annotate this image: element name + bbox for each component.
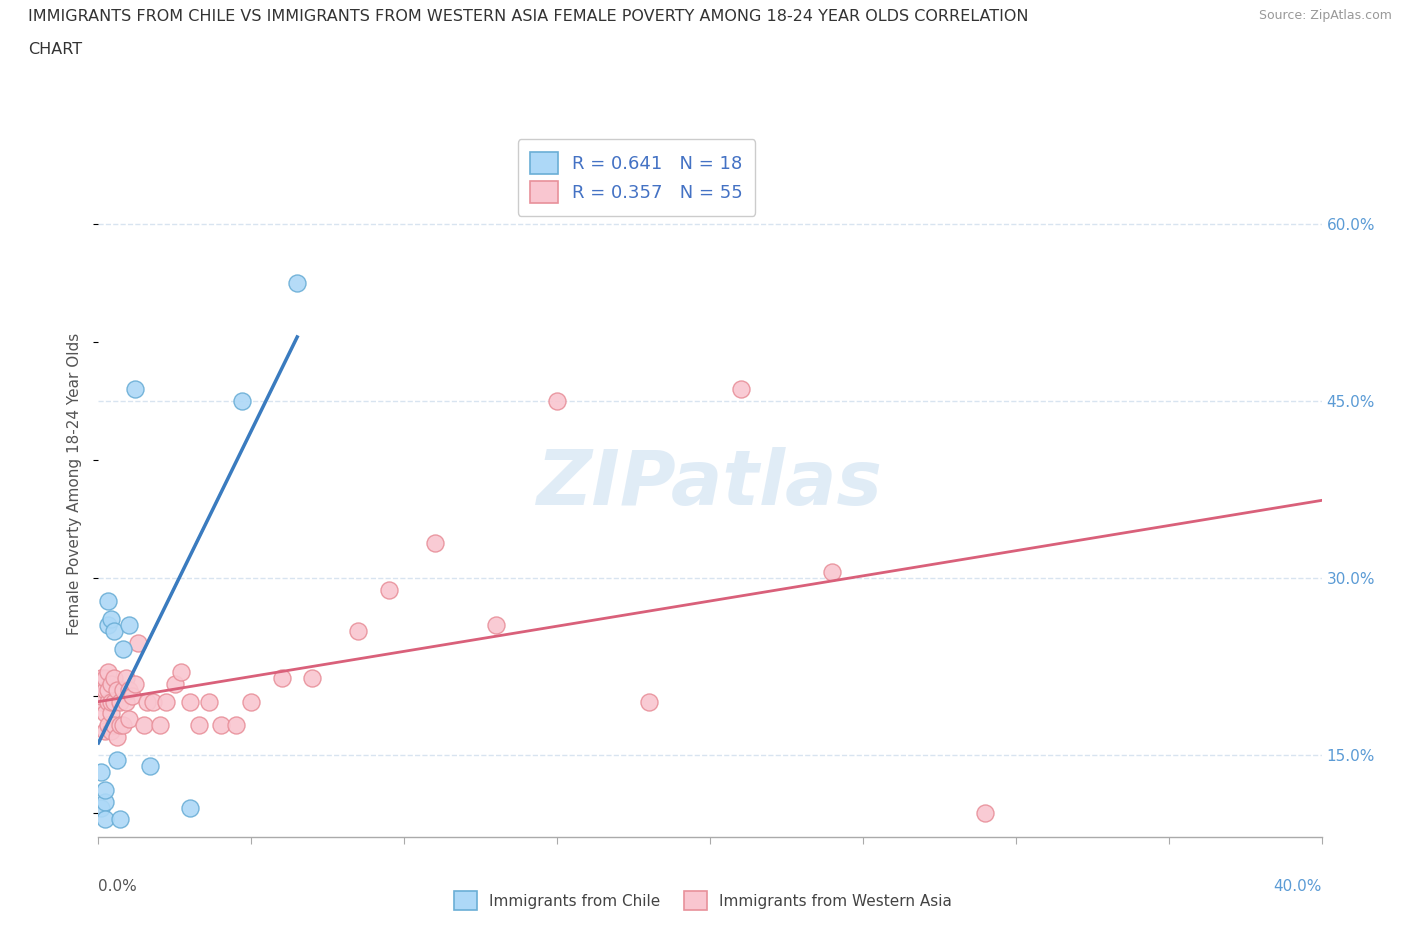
Point xyxy=(142,694,165,709)
Point xyxy=(103,623,125,638)
Point xyxy=(97,718,120,733)
Point xyxy=(378,582,401,597)
Text: 40.0%: 40.0% xyxy=(1274,879,1322,894)
Point xyxy=(188,718,211,733)
Text: Source: ZipAtlas.com: Source: ZipAtlas.com xyxy=(1258,9,1392,22)
Point xyxy=(270,671,292,685)
Text: ZIPatlas: ZIPatlas xyxy=(537,446,883,521)
Point xyxy=(100,724,122,738)
Point xyxy=(134,718,156,733)
Point xyxy=(118,683,141,698)
Point xyxy=(105,729,128,744)
Point xyxy=(179,800,201,815)
Legend: R = 0.641   N = 18, R = 0.357   N = 55: R = 0.641 N = 18, R = 0.357 N = 55 xyxy=(517,140,755,216)
Point xyxy=(103,694,125,709)
Point xyxy=(301,671,323,685)
Point xyxy=(163,676,186,691)
Point xyxy=(118,711,141,726)
Point xyxy=(97,618,120,632)
Point xyxy=(105,753,128,768)
Point xyxy=(90,688,112,703)
Point xyxy=(149,718,172,733)
Point xyxy=(100,706,122,721)
Point xyxy=(105,683,128,698)
Point xyxy=(115,671,138,685)
Point xyxy=(93,812,115,827)
Point xyxy=(90,694,112,709)
Point xyxy=(546,393,568,408)
Point xyxy=(97,694,120,709)
Point xyxy=(90,800,112,815)
Point xyxy=(225,718,247,733)
Point xyxy=(93,671,115,685)
Point xyxy=(111,683,134,698)
Point xyxy=(821,565,844,579)
Point xyxy=(115,694,138,709)
Point xyxy=(103,718,125,733)
Point xyxy=(111,641,134,656)
Point xyxy=(100,676,122,691)
Point xyxy=(730,382,752,397)
Point xyxy=(179,694,201,709)
Point xyxy=(240,694,263,709)
Point xyxy=(93,794,115,809)
Point xyxy=(111,718,134,733)
Point xyxy=(974,806,997,821)
Point xyxy=(347,623,370,638)
Point xyxy=(97,683,120,698)
Point xyxy=(100,694,122,709)
Point xyxy=(637,694,661,709)
Point xyxy=(285,276,308,291)
Point xyxy=(97,665,120,680)
Point xyxy=(93,782,115,797)
Point xyxy=(118,618,141,632)
Y-axis label: Female Poverty Among 18-24 Year Olds: Female Poverty Among 18-24 Year Olds xyxy=(67,333,83,635)
Point xyxy=(108,718,131,733)
Point xyxy=(121,688,143,703)
Point xyxy=(209,718,232,733)
Point xyxy=(90,671,112,685)
Point xyxy=(136,694,159,709)
Point xyxy=(103,671,125,685)
Point xyxy=(100,612,122,627)
Point xyxy=(90,764,112,779)
Point xyxy=(127,635,149,650)
Point xyxy=(97,594,120,609)
Point xyxy=(108,694,131,709)
Point xyxy=(170,665,193,680)
Point xyxy=(93,724,115,738)
Point xyxy=(93,706,115,721)
Point xyxy=(197,694,219,709)
Point xyxy=(124,382,146,397)
Legend: Immigrants from Chile, Immigrants from Western Asia: Immigrants from Chile, Immigrants from W… xyxy=(447,884,959,918)
Point xyxy=(108,812,131,827)
Point xyxy=(231,393,253,408)
Point xyxy=(155,694,177,709)
Point xyxy=(485,618,508,632)
Point xyxy=(423,535,446,550)
Point xyxy=(139,759,162,774)
Point xyxy=(124,676,146,691)
Point xyxy=(93,683,115,698)
Text: CHART: CHART xyxy=(28,42,82,57)
Text: 0.0%: 0.0% xyxy=(98,879,138,894)
Text: IMMIGRANTS FROM CHILE VS IMMIGRANTS FROM WESTERN ASIA FEMALE POVERTY AMONG 18-24: IMMIGRANTS FROM CHILE VS IMMIGRANTS FROM… xyxy=(28,9,1029,24)
